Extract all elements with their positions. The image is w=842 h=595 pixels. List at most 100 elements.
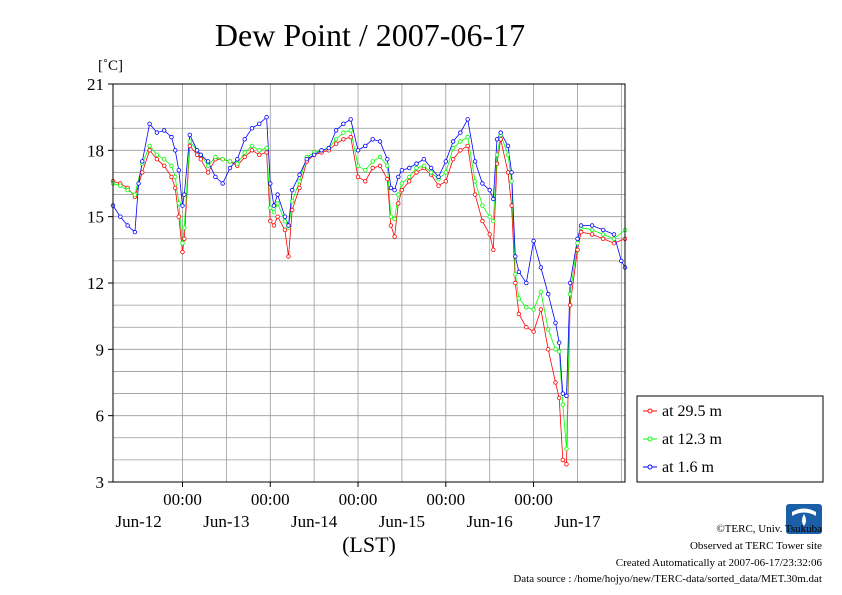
series-point-0 [140, 170, 145, 175]
legend-swatch-marker [647, 436, 653, 442]
series-point-1 [187, 139, 192, 144]
series-point-0 [538, 307, 544, 312]
series-point-1 [487, 214, 492, 219]
series-point-2 [297, 172, 302, 177]
series-point-1 [213, 154, 218, 160]
series-point-1 [290, 198, 295, 204]
y-tick-label: 15 [87, 208, 104, 227]
series-point-2 [553, 320, 558, 325]
series-point-1 [538, 289, 544, 294]
series-point-1 [275, 201, 280, 206]
series-point-1 [161, 156, 167, 162]
series-point-0 [182, 236, 187, 241]
series-point-0 [509, 203, 514, 208]
series-point-1 [363, 167, 368, 173]
observed-text: Observed at TERC Tower site [690, 540, 822, 552]
legend-box [636, 395, 824, 483]
x-tick-day-label: Jun-16 [467, 512, 513, 531]
series-point-1 [264, 145, 269, 151]
grid-lines [113, 84, 625, 482]
series-point-1 [450, 145, 456, 151]
legend-label: at 29.5 m [662, 403, 723, 420]
series-point-2 [494, 137, 500, 142]
series-point-0 [494, 161, 500, 166]
series-point-1 [341, 130, 346, 135]
series-point-1 [575, 240, 580, 246]
series-point-0 [275, 214, 280, 219]
series-point-2 [505, 143, 511, 149]
series-point-2 [213, 174, 218, 180]
series-point-0 [187, 143, 192, 149]
series-point-2 [264, 114, 269, 120]
series-point-1 [205, 163, 211, 168]
x-tick-time-label: 00:00 [251, 490, 290, 509]
series-point-2 [399, 167, 405, 173]
series-point-2 [509, 170, 514, 175]
series-point-1 [564, 446, 569, 451]
series-point-2 [619, 258, 624, 264]
series-point-2 [194, 148, 200, 153]
series-point-2 [182, 192, 187, 197]
series-point-2 [436, 174, 441, 180]
x-tick-time-label: 00:00 [339, 490, 378, 509]
series-point-1 [509, 179, 514, 184]
series-point-0 [169, 174, 174, 180]
series-point-0 [341, 137, 346, 142]
series-point-0 [348, 134, 353, 140]
series-point-1 [355, 163, 361, 168]
series-point-2 [421, 156, 427, 162]
series-point-0 [472, 192, 478, 197]
series-point-1 [297, 179, 302, 184]
series-point-1 [600, 232, 606, 237]
series-point-0 [370, 165, 375, 171]
series-point-1 [370, 159, 375, 164]
series-point-2 [355, 148, 361, 153]
series-point-0 [600, 236, 606, 241]
series-point-2 [220, 181, 225, 186]
series-point-0 [333, 141, 339, 146]
series-point-2 [557, 340, 562, 345]
series-point-1 [282, 218, 288, 224]
x-tick-day-label: Jun-17 [554, 512, 601, 531]
y-tick-label: 6 [96, 407, 105, 426]
series-point-2 [176, 167, 181, 173]
series-point-1 [399, 181, 405, 186]
series-point-0 [443, 179, 448, 184]
series-point-1 [516, 296, 522, 301]
series-point-0 [516, 311, 522, 317]
series-point-2 [290, 187, 295, 193]
series-point-1 [546, 327, 551, 332]
series-point-2 [118, 214, 123, 219]
series-point-0 [286, 254, 291, 259]
series-point-0 [257, 152, 262, 157]
series-point-2 [600, 227, 606, 233]
series-point-1 [494, 152, 500, 157]
series-point-2 [575, 236, 580, 241]
series-point-2 [385, 156, 390, 162]
series-point-2 [249, 125, 255, 131]
series-point-0 [564, 462, 569, 467]
series-point-0 [205, 170, 211, 175]
series-point-1 [465, 134, 470, 140]
series-point-2 [370, 137, 375, 142]
series-point-0 [578, 229, 584, 235]
series-point-0 [524, 325, 529, 330]
series-point-2 [611, 232, 617, 237]
series-point-1 [553, 347, 558, 352]
series-point-0 [363, 179, 368, 184]
series-point-2 [341, 121, 346, 126]
series-point-2 [516, 269, 522, 275]
series-point-1 [169, 163, 174, 168]
series-point-1 [458, 139, 463, 144]
series-point-2 [458, 130, 463, 135]
x-tick-time-label: 00:00 [426, 490, 465, 509]
series-point-0 [465, 143, 470, 149]
series-point-0 [531, 329, 536, 334]
series-point-0 [154, 156, 160, 162]
series-point-2 [180, 203, 185, 208]
series-point-2 [205, 159, 211, 164]
series-point-2 [546, 291, 551, 297]
series-point-2 [286, 223, 291, 228]
legend-label: at 1.6 m [662, 459, 715, 476]
series-point-2 [560, 391, 565, 396]
